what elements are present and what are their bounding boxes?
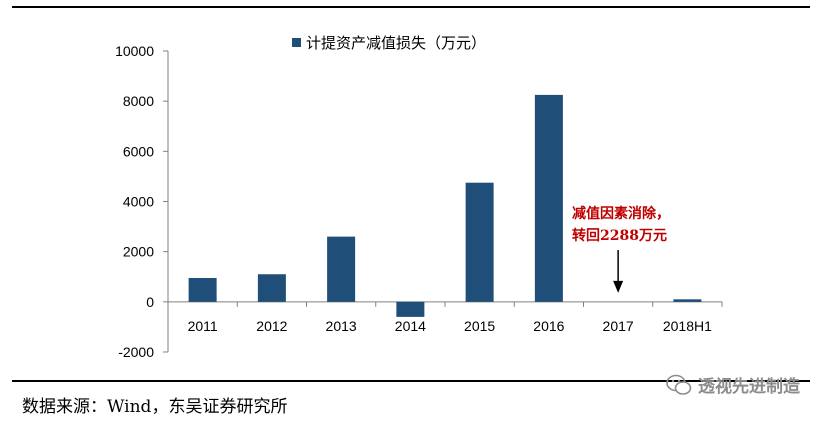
bar-2013 bbox=[327, 236, 356, 302]
y-tick-label: 0 bbox=[146, 294, 154, 310]
x-tick-label: 2011 bbox=[188, 318, 218, 334]
y-tick-label: -2000 bbox=[118, 344, 154, 360]
top-rule bbox=[12, 6, 810, 8]
x-tick-label: 2012 bbox=[256, 318, 287, 334]
legend-swatch bbox=[292, 38, 301, 47]
legend-label: 计提资产减值损失（万元） bbox=[306, 34, 486, 52]
y-tick-label: 2000 bbox=[123, 244, 154, 260]
watermark: 透视先进制造 bbox=[666, 372, 800, 397]
x-tick-label: 2015 bbox=[464, 318, 495, 334]
annotation-line-2: 转回2288万元 bbox=[572, 227, 667, 244]
watermark-text: 透视先进制造 bbox=[698, 377, 800, 397]
wechat-icon bbox=[666, 374, 692, 395]
y-axis: -2000 0 2000 4000 6000 8000 10000 bbox=[115, 43, 169, 360]
x-axis: 2011 2012 2013 2014 2015 2016 2017 2018H1 bbox=[167, 301, 723, 334]
y-tick-label: 6000 bbox=[123, 143, 154, 159]
source-note: 数据来源：Wind，东吴证券研究所 bbox=[22, 397, 288, 417]
y-tick-label: 8000 bbox=[123, 93, 154, 109]
annotation: 减值因素消除， 转回2288万元 bbox=[572, 205, 670, 293]
x-tick-label: 2017 bbox=[603, 318, 634, 334]
bar-2016 bbox=[534, 94, 563, 302]
x-tick-label: 2014 bbox=[395, 318, 426, 334]
chart-legend: 计提资产减值损失（万元） bbox=[292, 34, 486, 52]
bar-2012 bbox=[257, 274, 286, 302]
annotation-arrow-head bbox=[613, 280, 624, 293]
y-tick-label: 10000 bbox=[115, 43, 154, 59]
bar-2018H1 bbox=[673, 299, 702, 302]
x-tick-label: 2013 bbox=[326, 318, 357, 334]
x-tick-label: 2016 bbox=[533, 318, 564, 334]
bar-2011 bbox=[188, 278, 217, 302]
bar-2014 bbox=[396, 301, 425, 317]
bottom-rule bbox=[12, 380, 810, 382]
bar-chart: 计提资产减值损失（万元） -2000 0 2000 4000 6000 8000 10000… bbox=[115, 34, 723, 360]
y-tick-label: 4000 bbox=[123, 194, 154, 210]
bars bbox=[188, 94, 702, 317]
x-tick-label: 2018H1 bbox=[663, 318, 712, 334]
bar-2015 bbox=[465, 182, 494, 302]
annotation-line-1: 减值因素消除， bbox=[572, 205, 670, 222]
